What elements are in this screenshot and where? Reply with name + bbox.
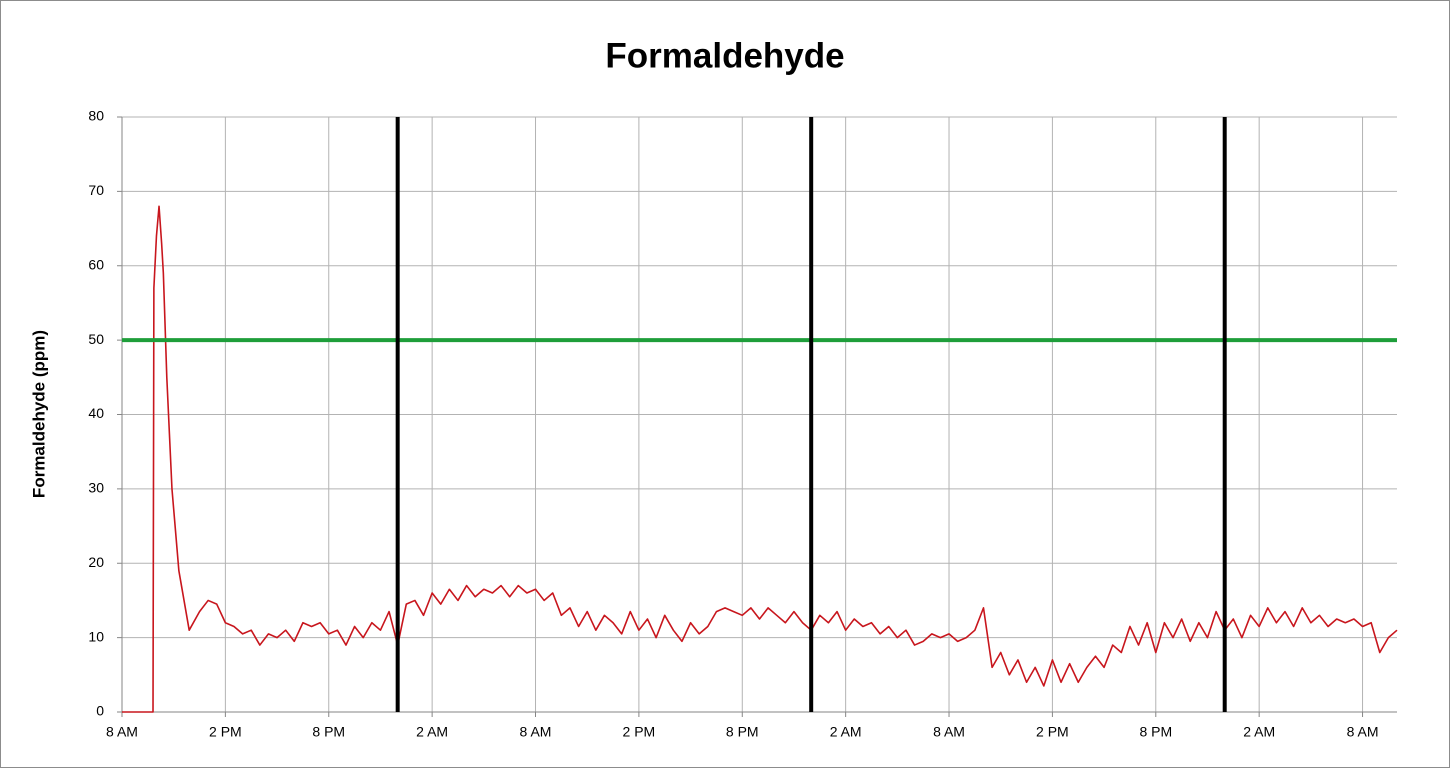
x-tick-label: 2 PM xyxy=(623,724,656,740)
x-tick-label: 2 PM xyxy=(1036,724,1069,740)
y-axis-label: Formaldehyde (ppm) xyxy=(29,330,48,498)
x-tick-label: 8 PM xyxy=(1139,724,1172,740)
x-tick-label: 8 PM xyxy=(312,724,345,740)
y-tick-label: 0 xyxy=(96,703,104,719)
chart-title: Formaldehyde xyxy=(605,36,844,75)
y-tick-label: 10 xyxy=(88,628,104,644)
y-tick-label: 20 xyxy=(88,554,104,570)
y-tick-label: 40 xyxy=(88,405,104,421)
x-tick-label: 8 AM xyxy=(1347,724,1379,740)
x-tick-label: 8 AM xyxy=(933,724,965,740)
y-tick-label: 70 xyxy=(88,182,104,198)
x-tick-label: 2 PM xyxy=(209,724,242,740)
x-tick-label: 8 AM xyxy=(106,724,138,740)
y-tick-label: 80 xyxy=(88,108,104,124)
data-line xyxy=(122,205,1398,713)
x-tick-label: 2 AM xyxy=(416,724,448,740)
y-tick-label: 60 xyxy=(88,256,104,272)
x-tick-label: 8 PM xyxy=(726,724,759,740)
y-tick-label: 50 xyxy=(88,331,104,347)
y-tick-label: 30 xyxy=(88,480,104,496)
x-tick-label: 2 AM xyxy=(830,724,862,740)
x-tick-label: 2 AM xyxy=(1243,724,1275,740)
x-tick-label: 8 AM xyxy=(520,724,552,740)
